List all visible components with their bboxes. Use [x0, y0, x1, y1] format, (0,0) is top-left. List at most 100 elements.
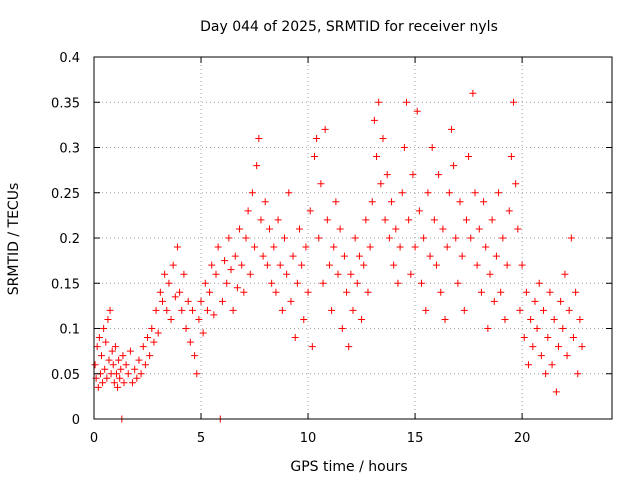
- data-point: [93, 343, 101, 351]
- data-point: [117, 365, 125, 373]
- data-point: [345, 343, 353, 351]
- data-point: [270, 243, 278, 251]
- data-point: [520, 334, 528, 342]
- data-point: [285, 189, 293, 197]
- data-point: [349, 306, 357, 314]
- data-point: [274, 216, 282, 224]
- data-point: [163, 306, 171, 314]
- data-point: [287, 297, 295, 305]
- data-point: [445, 189, 453, 197]
- data-point: [432, 261, 440, 269]
- data-point: [576, 315, 584, 323]
- data-point: [540, 306, 548, 314]
- y-tick-labels: 0 0.05 0.1 0.15 0.2 0.25 0.3 0.35 0.4: [51, 51, 80, 428]
- data-point: [486, 270, 494, 278]
- data-point: [112, 370, 120, 378]
- data-point: [373, 153, 381, 161]
- data-point: [167, 315, 175, 323]
- data-point: [488, 216, 496, 224]
- data-point: [261, 198, 269, 206]
- data-point: [456, 198, 464, 206]
- data-point: [206, 288, 214, 296]
- data-point: [351, 234, 359, 242]
- data-point: [497, 288, 505, 296]
- data-point: [319, 279, 327, 287]
- data-point: [516, 306, 524, 314]
- data-point: [141, 361, 149, 369]
- data-point: [109, 361, 117, 369]
- data-point: [191, 352, 199, 360]
- data-point: [266, 225, 274, 233]
- data-point: [527, 315, 535, 323]
- data-point: [407, 270, 415, 278]
- data-point: [154, 329, 162, 337]
- data-point: [195, 315, 203, 323]
- data-point: [375, 98, 383, 106]
- data-point: [334, 270, 342, 278]
- data-point: [529, 343, 537, 351]
- data-point: [201, 279, 209, 287]
- data-point: [336, 225, 344, 233]
- grid-layer: [94, 57, 612, 419]
- data-point: [116, 374, 124, 382]
- data-point: [308, 343, 316, 351]
- data-point: [499, 234, 507, 242]
- data-point: [398, 189, 406, 197]
- data-point: [276, 261, 284, 269]
- data-point: [313, 134, 321, 142]
- data-point: [229, 306, 237, 314]
- x-tick-label: 5: [197, 431, 205, 446]
- data-point: [293, 279, 301, 287]
- data-point: [188, 306, 196, 314]
- data-point: [400, 144, 408, 151]
- y-tick-label: 0.05: [51, 368, 80, 383]
- data-point: [212, 270, 220, 278]
- x-tick-label: 20: [514, 431, 531, 446]
- data-point: [561, 270, 569, 278]
- data-point: [370, 116, 378, 124]
- data-point: [465, 153, 473, 161]
- data-point: [347, 270, 355, 278]
- data-point: [388, 198, 396, 206]
- data-point: [567, 234, 575, 242]
- data-point: [544, 334, 552, 342]
- x-tick-label: 10: [300, 431, 317, 446]
- data-point: [360, 261, 368, 269]
- data-point: [161, 270, 169, 278]
- data-point: [467, 234, 475, 242]
- data-point: [133, 374, 141, 382]
- data-point: [152, 306, 160, 314]
- data-point: [325, 261, 333, 269]
- data-point: [514, 225, 522, 233]
- data-point: [100, 325, 108, 332]
- data-point: [150, 338, 158, 346]
- data-point: [95, 334, 103, 342]
- x-tick-labels: 0 5 10 15 20: [90, 431, 531, 446]
- data-point: [283, 270, 291, 278]
- data-point: [501, 315, 509, 323]
- data-point: [439, 225, 447, 233]
- data-point: [104, 315, 112, 323]
- data-point: [403, 98, 411, 106]
- data-point: [484, 325, 492, 332]
- data-point: [392, 225, 400, 233]
- y-tick-label: 0.15: [51, 277, 80, 292]
- data-point: [272, 288, 280, 296]
- data-point: [193, 370, 201, 378]
- data-point: [197, 297, 205, 305]
- data-point: [554, 343, 562, 351]
- data-point: [462, 216, 470, 224]
- data-point: [385, 234, 393, 242]
- data-point: [471, 189, 479, 197]
- data-point: [443, 243, 451, 251]
- data-point: [368, 198, 376, 206]
- data-point: [158, 297, 166, 305]
- data-point: [176, 288, 184, 296]
- data-point: [535, 279, 543, 287]
- data-point: [454, 279, 462, 287]
- data-point: [186, 338, 194, 346]
- data-point: [173, 243, 181, 251]
- data-point: [182, 325, 190, 332]
- data-point: [242, 234, 250, 242]
- data-point: [129, 379, 137, 387]
